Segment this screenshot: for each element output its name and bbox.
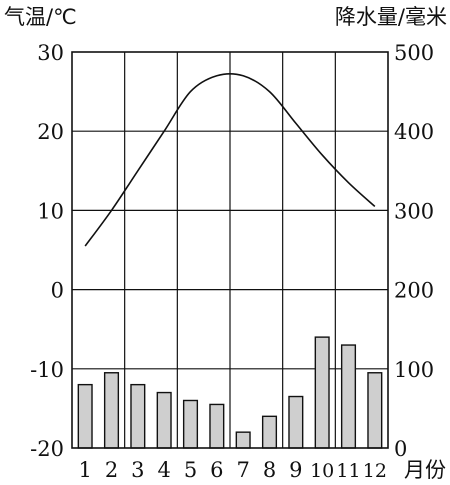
precipitation-bar (261, 415, 278, 449)
x-tick-label: 6 (210, 458, 223, 482)
x-tick-label: 8 (263, 458, 276, 482)
left-axis-ticks: 30 20 10 0 -10 -20 (30, 41, 64, 461)
precipitation-bar (156, 391, 172, 449)
x-tick-label: 12 (363, 460, 387, 482)
left-tick-label: -20 (30, 437, 64, 461)
temperature-line (84, 72, 376, 247)
precipitation-bar (103, 372, 120, 449)
left-tick-label: -10 (30, 358, 64, 382)
right-tick-label: 500 (394, 41, 434, 65)
precipitation-bar (288, 395, 304, 449)
precipitation-bar (340, 344, 357, 449)
right-tick-label: 0 (394, 437, 407, 461)
right-axis-label: 降水量/毫米 (335, 5, 447, 29)
x-tick-label: 3 (131, 458, 144, 482)
right-axis-ticks: 500 400 300 200 100 0 (394, 41, 434, 461)
right-tick-label: 200 (394, 279, 434, 303)
x-tick-label: 9 (289, 458, 302, 482)
left-tick-label: 0 (51, 279, 64, 303)
precipitation-bar (182, 399, 199, 449)
plot-frame (71, 51, 389, 449)
x-tick-label: 4 (157, 458, 170, 482)
x-tick-label: 7 (236, 458, 249, 482)
x-tick-label: 11 (336, 460, 360, 482)
left-tick-label: 10 (37, 199, 64, 223)
x-axis-label: 月份 (404, 458, 446, 482)
x-tick-label: 1 (78, 458, 91, 482)
precipitation-bar (235, 431, 251, 449)
x-tick-label: 10 (310, 460, 334, 482)
right-tick-label: 300 (394, 199, 434, 223)
grid (72, 52, 388, 448)
right-tick-label: 400 (394, 120, 434, 144)
left-tick-label: 20 (37, 120, 64, 144)
precipitation-bar (130, 383, 146, 449)
right-tick-label: 100 (394, 358, 434, 382)
left-axis-label: 气温/℃ (4, 5, 77, 29)
left-tick-label: 30 (37, 41, 64, 65)
precipitation-bar (209, 403, 225, 449)
x-tick-label: 2 (105, 458, 118, 482)
precipitation-bar (367, 372, 383, 449)
precipitation-bar (77, 383, 93, 449)
x-tick-label: 5 (184, 458, 197, 482)
x-axis-ticks: 1 2 3 4 5 6 7 8 9 10 11 12 (78, 458, 386, 482)
precipitation-bar (314, 336, 330, 449)
